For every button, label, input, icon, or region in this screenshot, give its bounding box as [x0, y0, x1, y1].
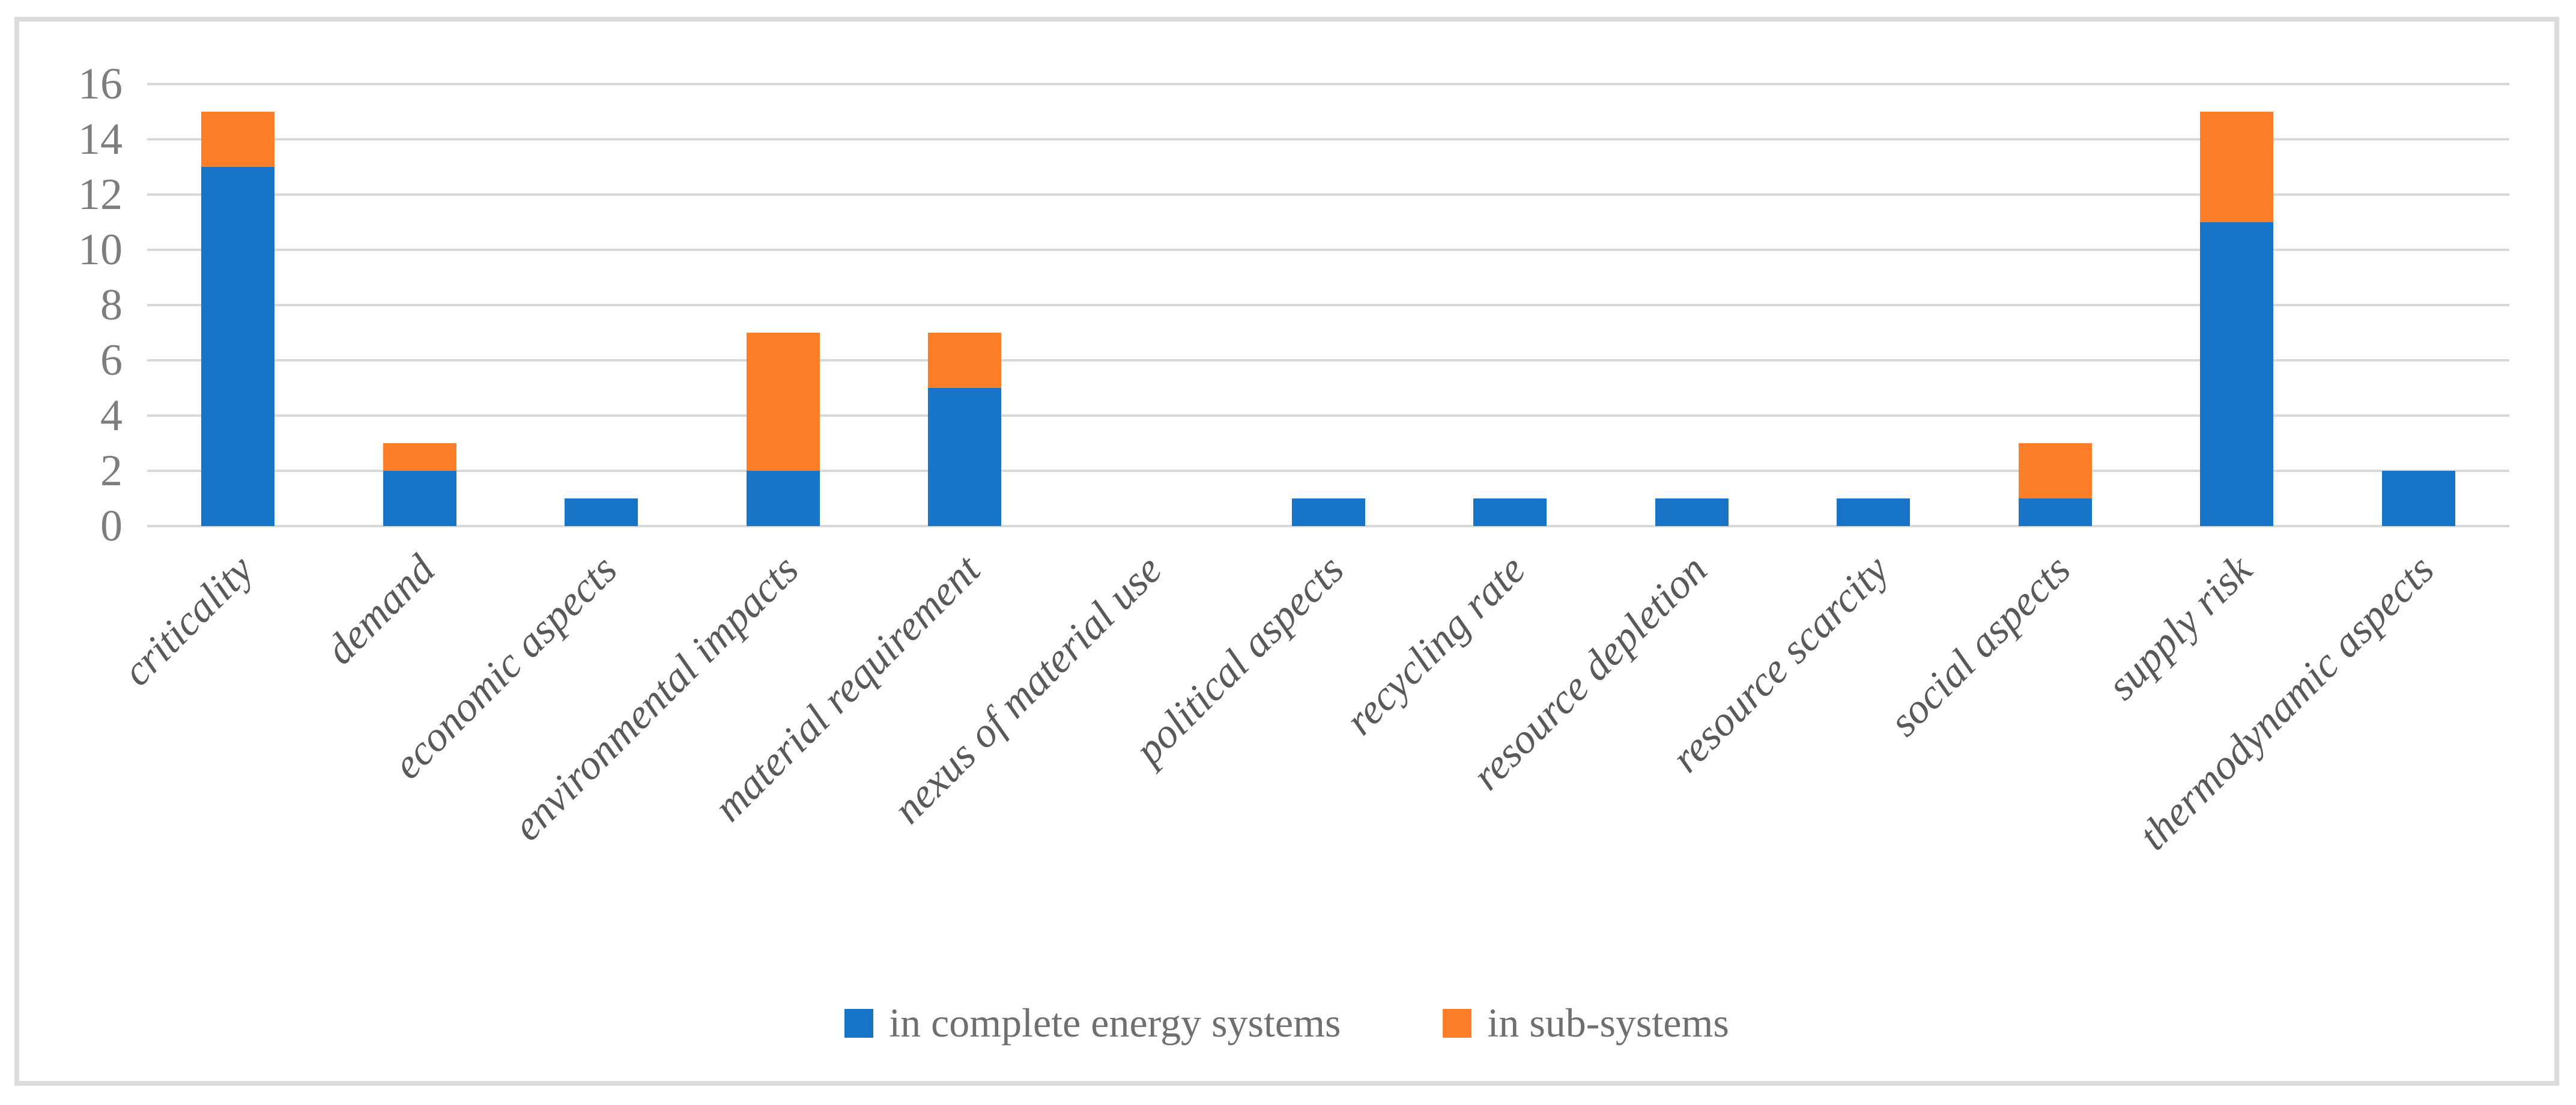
bar-segment-demand-in-sub-systems — [383, 443, 456, 471]
y-axis-tick-label: 2 — [100, 446, 123, 495]
y-axis-tick-label: 4 — [100, 391, 123, 440]
legend-label: in complete energy systems — [889, 1000, 1341, 1046]
bar-segment-material-requirement-in-sub-systems — [928, 333, 1002, 388]
bar-segment-demand-in-complete-energy-systems — [383, 471, 456, 526]
bar-segment-social-aspects-in-complete-energy-systems — [2018, 498, 2092, 526]
gridline-y14 — [147, 138, 2509, 141]
bar-segment-recycling-rate-in-complete-energy-systems — [1473, 498, 1547, 526]
x-axis-label-supply-risk: supply risk — [2099, 546, 2261, 709]
bar-segment-economic-aspects-in-complete-energy-systems — [565, 498, 638, 526]
x-axis-label-recycling-rate: recycling rate — [1336, 546, 1535, 744]
bar-segment-thermodynamic-aspects-in-complete-energy-systems — [2381, 471, 2455, 526]
bar-segment-environmental-impacts-in-sub-systems — [746, 333, 820, 471]
x-axis-label-social-aspects: social aspects — [1880, 546, 2080, 745]
legend-item-in-sub-systems: in sub-systems — [1443, 999, 1729, 1047]
bar-segment-criticality-in-sub-systems — [201, 112, 275, 167]
gridline-y4 — [147, 414, 2509, 417]
x-axis-label-thermodynamic-aspects: thermodynamic aspects — [2130, 546, 2443, 859]
y-axis-tick-label: 8 — [100, 280, 123, 330]
gridline-y10 — [147, 249, 2509, 251]
legend-marker-in-sub-systems — [1443, 1008, 1472, 1038]
bar-segment-political-aspects-in-complete-energy-systems — [1291, 498, 1365, 526]
x-axis-label-criticality: criticality — [114, 546, 262, 695]
bar-segment-social-aspects-in-sub-systems — [2018, 443, 2092, 498]
gridline-y8 — [147, 304, 2509, 306]
gridline-y0 — [147, 525, 2509, 527]
legend-item-in-complete-energy-systems: in complete energy systems — [844, 999, 1341, 1047]
plot-area: 0 2 4 6 8 10 12 14 16 criticality demand economic … — [19, 22, 2554, 1081]
x-axis-label-demand: demand — [317, 546, 444, 674]
bar-segment-supply-risk-in-complete-energy-systems — [2200, 222, 2274, 526]
y-axis-tick-label: 6 — [100, 336, 123, 385]
y-axis-tick-label: 10 — [78, 225, 123, 274]
y-axis-tick-label: 16 — [78, 59, 123, 109]
gridline-y16 — [147, 83, 2509, 85]
bar-segment-supply-risk-in-sub-systems — [2200, 112, 2274, 222]
gridline-y6 — [147, 359, 2509, 362]
bar-segment-material-requirement-in-complete-energy-systems — [928, 388, 1002, 526]
bar-segment-environmental-impacts-in-complete-energy-systems — [746, 471, 820, 526]
y-axis-tick-label: 12 — [78, 170, 123, 219]
bar-segment-criticality-in-complete-energy-systems — [201, 167, 275, 526]
y-axis-tick-label: 14 — [78, 115, 123, 164]
legend-marker-in-complete-energy-systems — [844, 1008, 874, 1038]
legend-label: in sub-systems — [1487, 1000, 1729, 1046]
legend: in complete energy systems in sub-systems — [19, 999, 2554, 1047]
bar-segment-resource-depletion-in-complete-energy-systems — [1655, 498, 1729, 526]
bar-segment-resource-scarcity-in-complete-energy-systems — [1837, 498, 1911, 526]
gridline-y12 — [147, 193, 2509, 196]
y-axis-tick-label: 0 — [100, 501, 123, 551]
gridline-y2 — [147, 470, 2509, 472]
chart-frame: 0 2 4 6 8 10 12 14 16 criticality demand economic … — [14, 17, 2559, 1086]
